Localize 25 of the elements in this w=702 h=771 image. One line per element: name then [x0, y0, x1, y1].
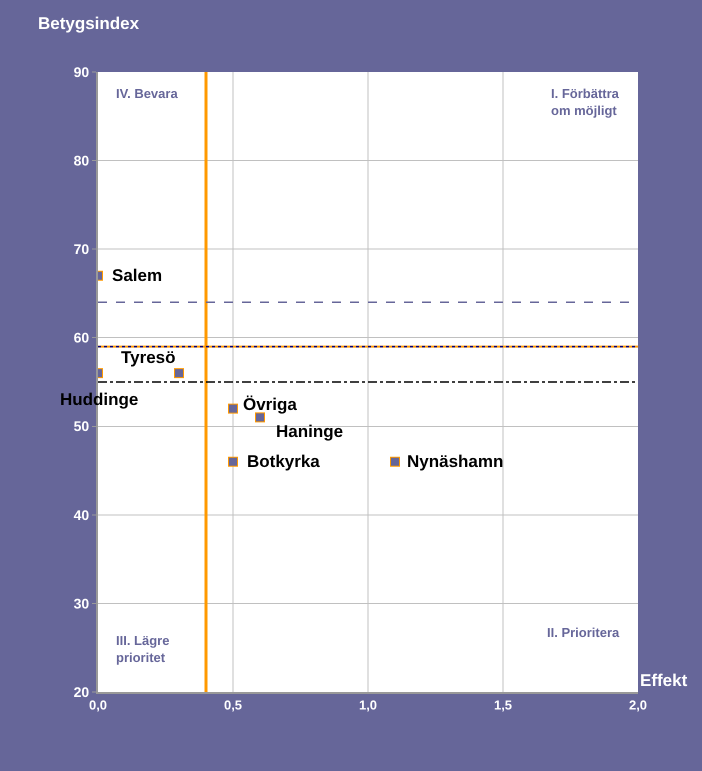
- x-axis-title: Effekt: [640, 671, 688, 690]
- y-tick-label: 40: [74, 506, 90, 523]
- x-tick-label: 1,5: [494, 698, 512, 713]
- annotation: Haninge: [276, 422, 344, 441]
- annotation: II. Prioritera: [547, 625, 620, 640]
- y-tick-label: 70: [74, 241, 90, 258]
- x-tick-label: 2,0: [628, 698, 648, 713]
- y-tick-label: 20: [74, 684, 90, 700]
- x-tick-label: 1,0: [358, 698, 378, 713]
- annotation: Botkyrka: [247, 452, 320, 471]
- x-tick-label: 0,5: [224, 698, 242, 713]
- annotation: IV. Bevara: [116, 86, 178, 101]
- annotation: I. Förbättra om möjligt: [551, 86, 620, 118]
- x-tick-label: 0,0: [88, 698, 108, 713]
- y-tick-label: 50: [74, 418, 90, 434]
- annotation: Nynäshamn: [407, 452, 504, 471]
- y-tick-label: 60: [74, 330, 90, 346]
- annotation: Salem: [112, 266, 162, 285]
- annotation: Tyresö: [121, 348, 176, 367]
- y-tick-label: 90: [74, 64, 90, 80]
- y-tick-label: 80: [74, 152, 90, 168]
- annotation: III. Lägre prioritet: [116, 633, 170, 665]
- y-axis-title: Betygsindex: [38, 14, 140, 33]
- annotation: Övriga: [243, 395, 298, 414]
- y-tick-label: 30: [74, 595, 90, 612]
